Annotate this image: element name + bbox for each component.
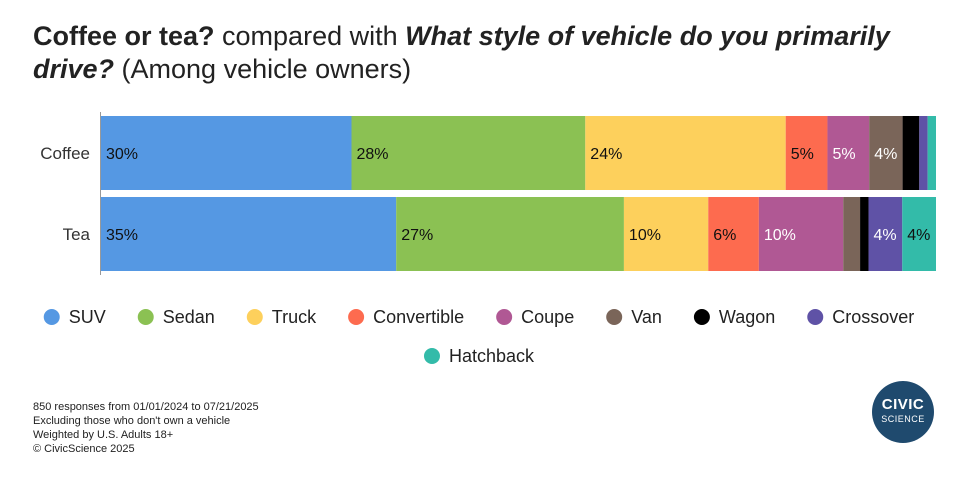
legend-label: Wagon [719, 307, 775, 327]
bar-segment [919, 116, 928, 190]
footer-copyright: © CivicScience 2025 [33, 443, 135, 455]
logo-line-1: CIVIC [881, 396, 925, 413]
bar-segment [623, 197, 709, 271]
legend-marker [43, 309, 60, 325]
legend-label: Truck [272, 307, 317, 327]
data-label: 10% [629, 227, 661, 244]
bar-segment [758, 197, 844, 271]
data-label: 35% [106, 227, 138, 244]
category-label: Tea [63, 225, 91, 244]
footer-weighting: Weighted by U.S. Adults 18+ [33, 429, 174, 441]
footer-exclusion: Excluding those who don't own a vehicle [33, 415, 231, 427]
title-part-1: Coffee or tea? [33, 21, 215, 51]
bar-segment [869, 116, 903, 190]
data-label: 5% [832, 146, 855, 163]
bar-segment [868, 197, 903, 271]
bar-segment [585, 116, 786, 190]
legend-label: Convertible [373, 307, 464, 327]
title-part-3: What style of vehicle do you primarily d… [33, 21, 890, 84]
title-part-2: compared with [214, 21, 406, 51]
bar-segment [843, 197, 861, 271]
category-label: Coffee [40, 144, 90, 163]
legend-marker [693, 309, 710, 325]
bar-segment [902, 197, 936, 271]
data-label: 30% [106, 146, 138, 163]
footer-responses: 850 responses from 01/01/2024 to 07/21/2… [33, 401, 259, 413]
legend-marker [137, 309, 154, 325]
bar-segment [708, 197, 759, 271]
data-label: 28% [357, 146, 389, 163]
legend-marker [807, 309, 824, 325]
legend-label: Coupe [521, 307, 574, 327]
legend-label: Hatchback [449, 346, 535, 366]
logo-line-2: SCIENCE [881, 414, 925, 424]
bar-segment [827, 116, 870, 190]
data-label: 10% [764, 227, 796, 244]
chart-title: Coffee or tea? compared with What style … [33, 20, 933, 86]
bar-segment [860, 197, 869, 271]
legend-marker [496, 309, 513, 325]
bar-segment [101, 197, 397, 271]
legend-label: Crossover [832, 307, 914, 327]
title-part-4: (Among vehicle owners) [114, 54, 412, 84]
civicscience-logo: CIVIC SCIENCE [872, 381, 934, 443]
data-label: 27% [401, 227, 433, 244]
data-label: 6% [713, 227, 736, 244]
data-label: 4% [907, 227, 930, 244]
legend-marker [606, 309, 623, 325]
stacked-bar-chart: Coffee 30% 28% 24% 5% 5% 4% Tea 35% 27% 10% 6% 10% 4%… [40, 112, 936, 366]
legend-label: Sedan [163, 307, 215, 327]
bar-segment [396, 197, 624, 271]
legend-marker [348, 309, 365, 325]
data-label: 24% [590, 146, 622, 163]
data-label: 5% [791, 146, 814, 163]
bar-segment [927, 116, 936, 190]
bar-segment [902, 116, 920, 190]
footer-notes: 850 responses from 01/01/2024 to 07/21/2… [33, 400, 259, 456]
legend-label: SUV [69, 307, 106, 327]
legend-label: Van [631, 307, 662, 327]
bar-segment [351, 116, 586, 190]
data-label: 4% [874, 227, 897, 244]
legend-marker [246, 309, 263, 325]
bar-segment [785, 116, 828, 190]
bar-segment [101, 116, 352, 190]
data-label: 4% [874, 146, 897, 163]
legend-marker [423, 348, 440, 364]
